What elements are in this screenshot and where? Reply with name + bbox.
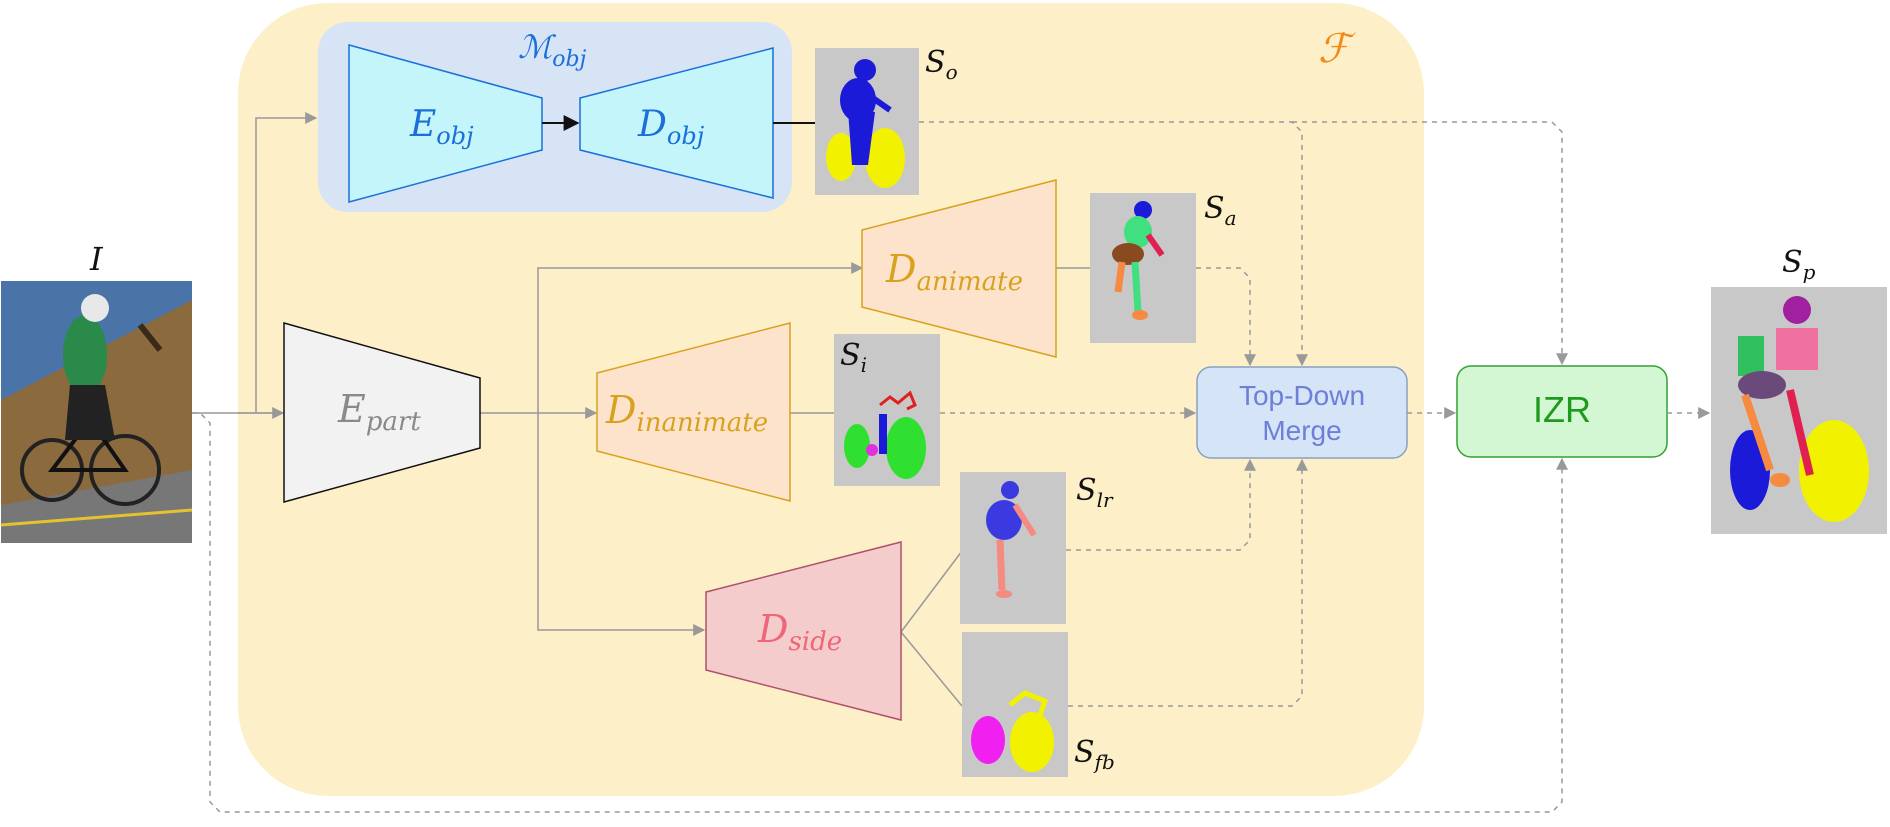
- d-inanimate-decoder: [596, 322, 791, 502]
- s-a-segmentation: [1090, 193, 1196, 343]
- merge-label-line2: Merge: [1262, 415, 1341, 446]
- d-obj-label: Dobj: [637, 104, 705, 150]
- s-p-segmentation: [1711, 287, 1887, 534]
- s-o-segmentation: [815, 48, 919, 195]
- s-i-label: Si: [840, 338, 867, 377]
- e-obj-label: Eobj: [409, 104, 474, 150]
- d-side-label: Dside: [757, 607, 842, 657]
- input-arrows: [192, 112, 1090, 707]
- e-obj-encoder: [348, 44, 543, 203]
- s-i-segmentation: [834, 334, 940, 486]
- d-obj-decoder: [579, 47, 774, 199]
- input-label: I: [89, 240, 104, 278]
- izr-box: [1456, 365, 1668, 458]
- d-inanimate-label: Dinanimate: [605, 388, 768, 438]
- input-image: [0, 281, 193, 543]
- s-fb-label: Sfb: [1074, 735, 1115, 774]
- s-lr-label: Slr: [1076, 473, 1114, 512]
- merge-label-line1: Top-Down: [1239, 380, 1365, 411]
- d-animate-decoder: [861, 179, 1057, 358]
- dashed-arrows: [192, 121, 1711, 813]
- s-lr-segmentation: [960, 472, 1066, 624]
- d-animate-label: Danimate: [885, 247, 1023, 297]
- m-obj-label: ℳobj: [518, 28, 587, 72]
- s-p-label: Sp: [1782, 245, 1816, 284]
- d-side-decoder: [705, 541, 902, 721]
- e-part-label: Epart: [337, 387, 421, 437]
- e-part-encoder: [283, 322, 481, 503]
- izr-label: IZR: [1533, 389, 1591, 430]
- s-a-label: Sa: [1204, 191, 1237, 230]
- s-o-label: So: [925, 45, 958, 84]
- s-fb-segmentation: [962, 632, 1068, 777]
